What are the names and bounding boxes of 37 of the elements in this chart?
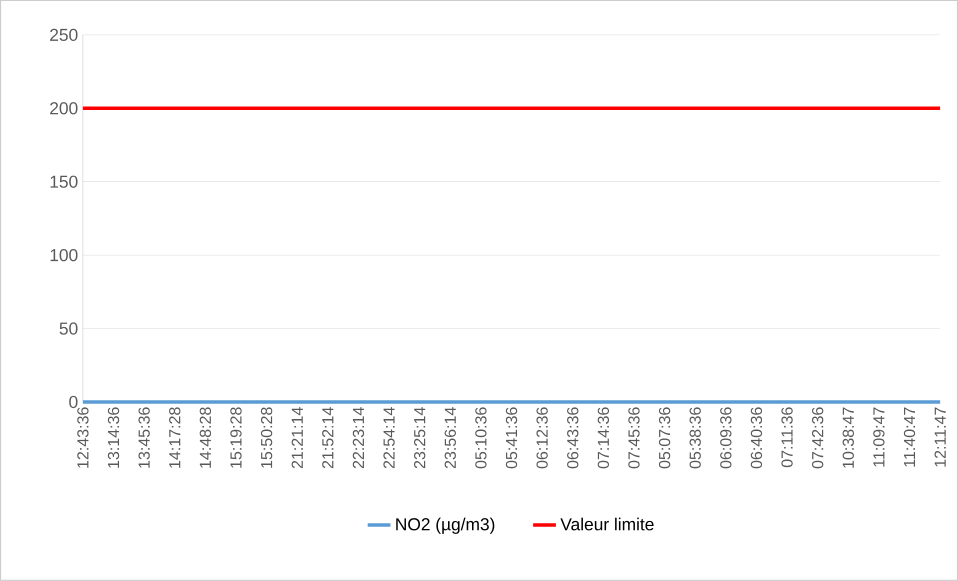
x-tick-label: 11:09:47 (873, 408, 885, 467)
x-tick-label: 07:42:36 (812, 407, 824, 468)
x-tick-label: 05:10:36 (475, 407, 487, 468)
x-tick-label: 06:43:36 (567, 407, 578, 468)
y-tick-label: 200 (50, 102, 78, 114)
x-tick-label: 07:14:36 (598, 407, 610, 468)
x-tick-label: 15:50:28 (260, 407, 272, 468)
x-tick-label: 14:48:28 (200, 407, 212, 468)
x-tick-label: 06:40:36 (750, 407, 762, 468)
legend-label: Valeur limite (560, 518, 654, 530)
x-tick-label: 07:45:36 (628, 407, 640, 468)
x-tick-label: 23:25:14 (414, 407, 426, 468)
x-tick-label: 06:12:36 (536, 407, 548, 468)
x-tick-label: 13:45:36 (138, 407, 150, 468)
y-tick-label: 0 (69, 396, 78, 408)
x-tick-label: 05:38:36 (690, 407, 701, 468)
x-tick-label: 22:54:14 (383, 407, 395, 468)
y-tick-label: 150 (50, 176, 78, 188)
x-tick-label: 05:41:36 (506, 407, 518, 468)
y-tick-label: 250 (50, 28, 78, 42)
x-tick-label: 05:07:36 (658, 407, 670, 468)
x-tick-label: 10:38:47 (842, 408, 854, 468)
x-tick-label: 14:17:28 (169, 407, 180, 468)
legend-label: NO2 (µg/m3) (396, 518, 494, 534)
x-tick-label: 07:11:36 (781, 407, 793, 468)
x-tick-label: 06:09:36 (720, 407, 732, 468)
x-tick-label: 21:21:14 (292, 407, 303, 468)
x-tick-label: 23:56:14 (444, 407, 456, 468)
x-tick-label: 12:43:36 (77, 407, 89, 468)
y-tick-label: 100 (50, 249, 78, 262)
x-tick-label: 15:19:28 (230, 407, 242, 468)
x-tick-label: 11:40:47 (904, 408, 916, 467)
x-tick-label: 21:52:14 (322, 407, 334, 468)
y-tick-label: 50 (60, 322, 78, 335)
x-tick-label: 22:23:14 (352, 407, 364, 468)
x-tick-label: 12:11:47 (934, 408, 946, 467)
x-tick-label: 13:14:36 (108, 407, 120, 468)
